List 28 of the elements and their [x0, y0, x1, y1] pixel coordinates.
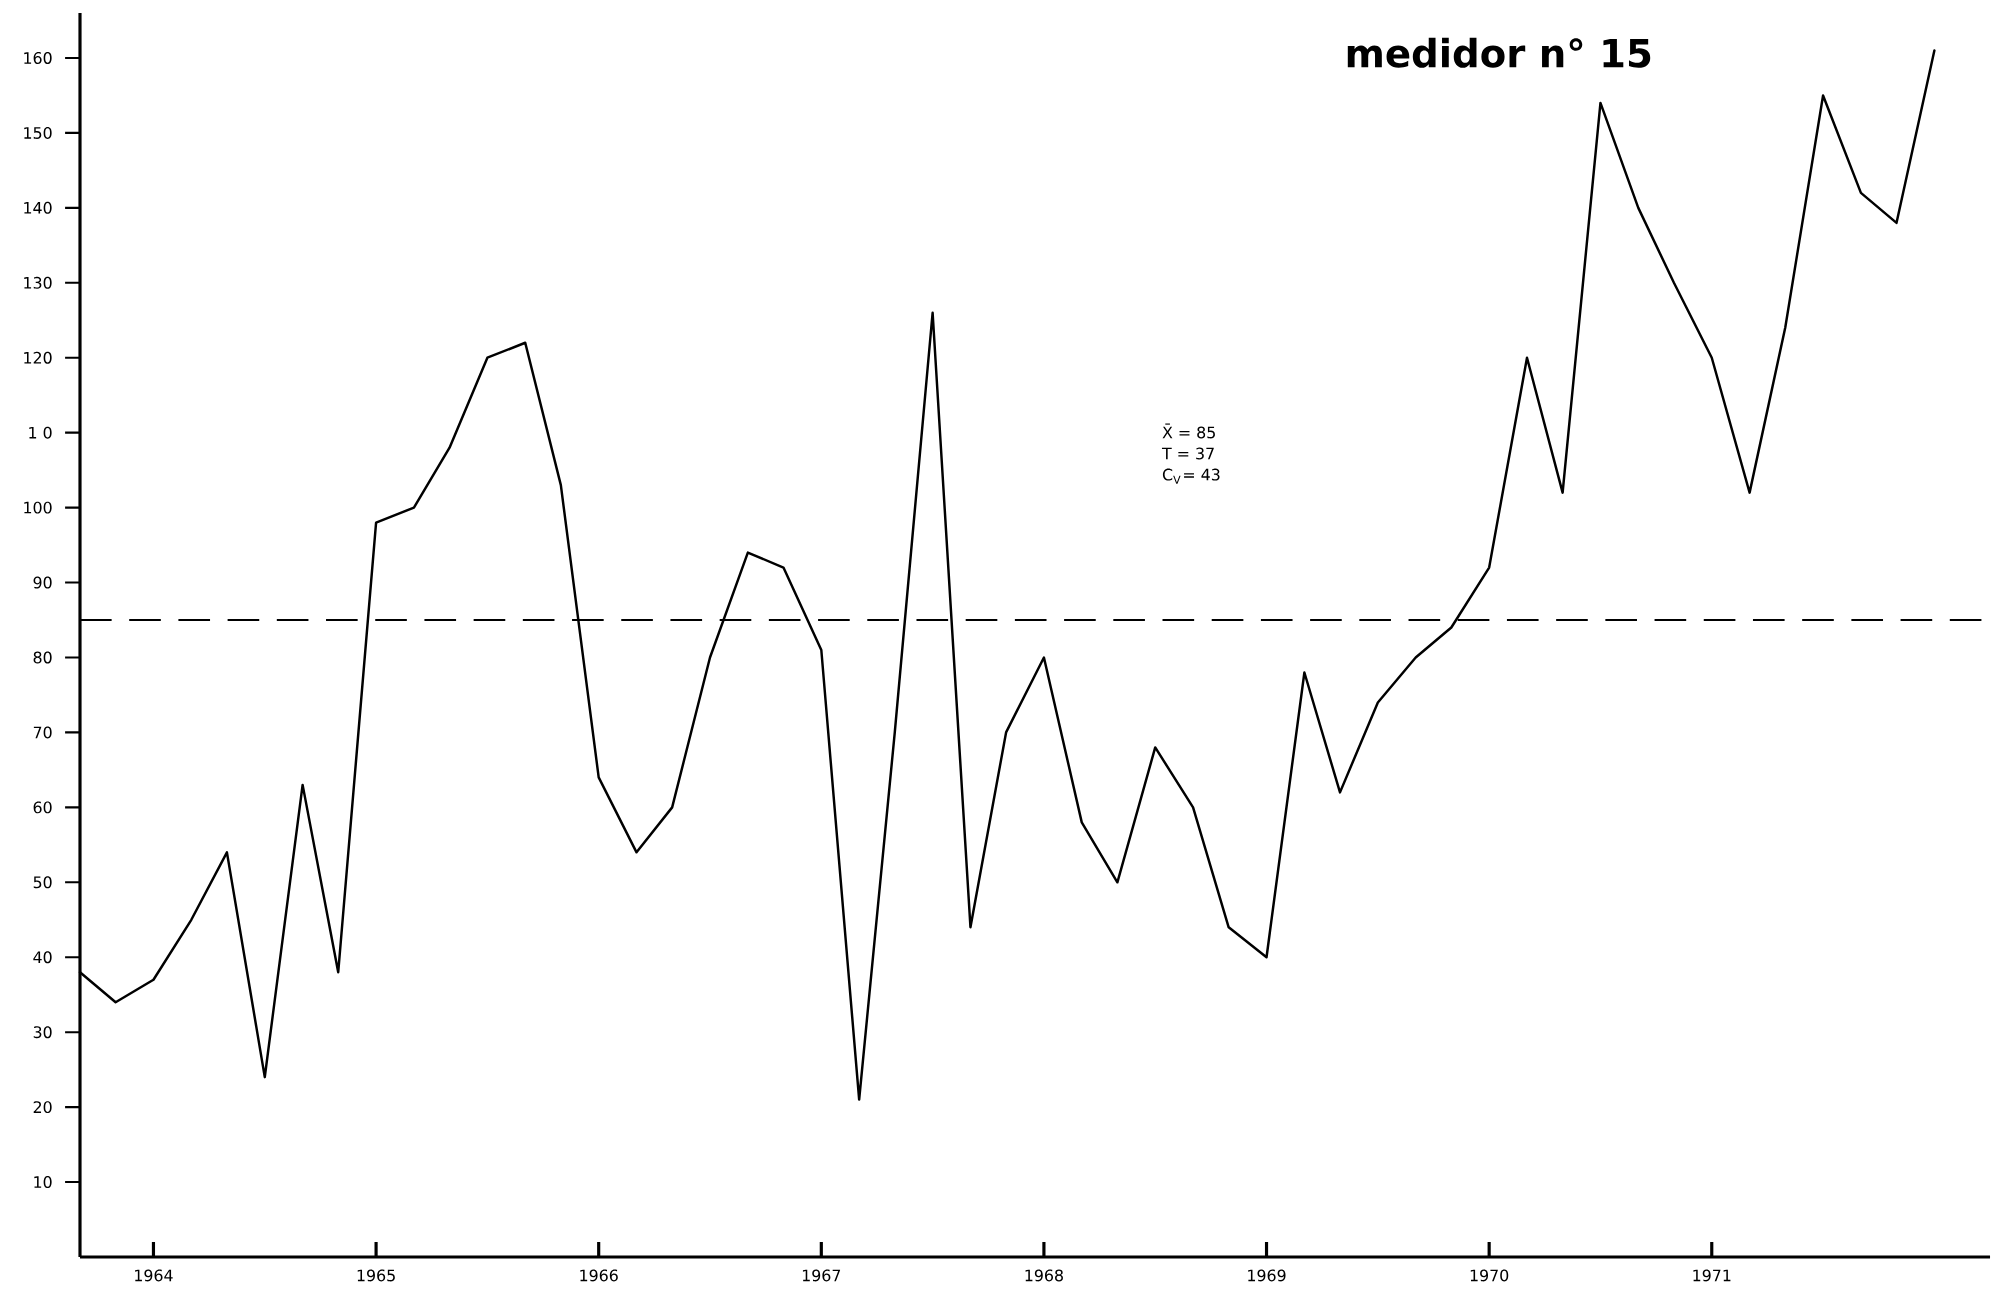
x-tick-label: 1971 — [1693, 1269, 1731, 1282]
x-tick-label: 1964 — [135, 1269, 173, 1282]
y-tick-label: 150 — [24, 126, 52, 139]
y-tick-label: 140 — [24, 201, 52, 214]
x-tick-label: 1966 — [580, 1269, 618, 1282]
y-tick-label: 50 — [33, 876, 52, 889]
x-tick-label: 1970 — [1470, 1269, 1509, 1282]
y-tick-label: 120 — [24, 351, 52, 364]
y-tick-label: 80 — [33, 651, 52, 664]
annotation: X̄ = 85 — [1162, 423, 1215, 439]
y-tick-label: 40 — [33, 951, 52, 964]
x-tick-label: 1969 — [1248, 1269, 1286, 1282]
y-tick-label: 70 — [33, 726, 52, 739]
y-tick-label: 130 — [24, 276, 52, 289]
annotation: C$_{V}$= 43 — [1162, 468, 1220, 484]
y-tick-label: 30 — [33, 1026, 52, 1039]
annotation: T = 37 — [1161, 447, 1214, 460]
y-tick-label: 90 — [33, 576, 52, 589]
y-tick-label: 20 — [33, 1101, 52, 1114]
y-tick-label: 1 0 — [29, 426, 52, 439]
y-tick-label: 160 — [24, 51, 52, 64]
text: medidor n° 15 — [1347, 37, 1651, 68]
x-tick-label: 1968 — [1025, 1269, 1063, 1282]
y-tick-label: 10 — [34, 1176, 52, 1189]
y-tick-label: 100 — [24, 501, 52, 514]
x-tick-label: 1967 — [802, 1269, 841, 1282]
x-tick-label: 1965 — [357, 1269, 395, 1282]
y-tick-label: 60 — [33, 801, 52, 814]
